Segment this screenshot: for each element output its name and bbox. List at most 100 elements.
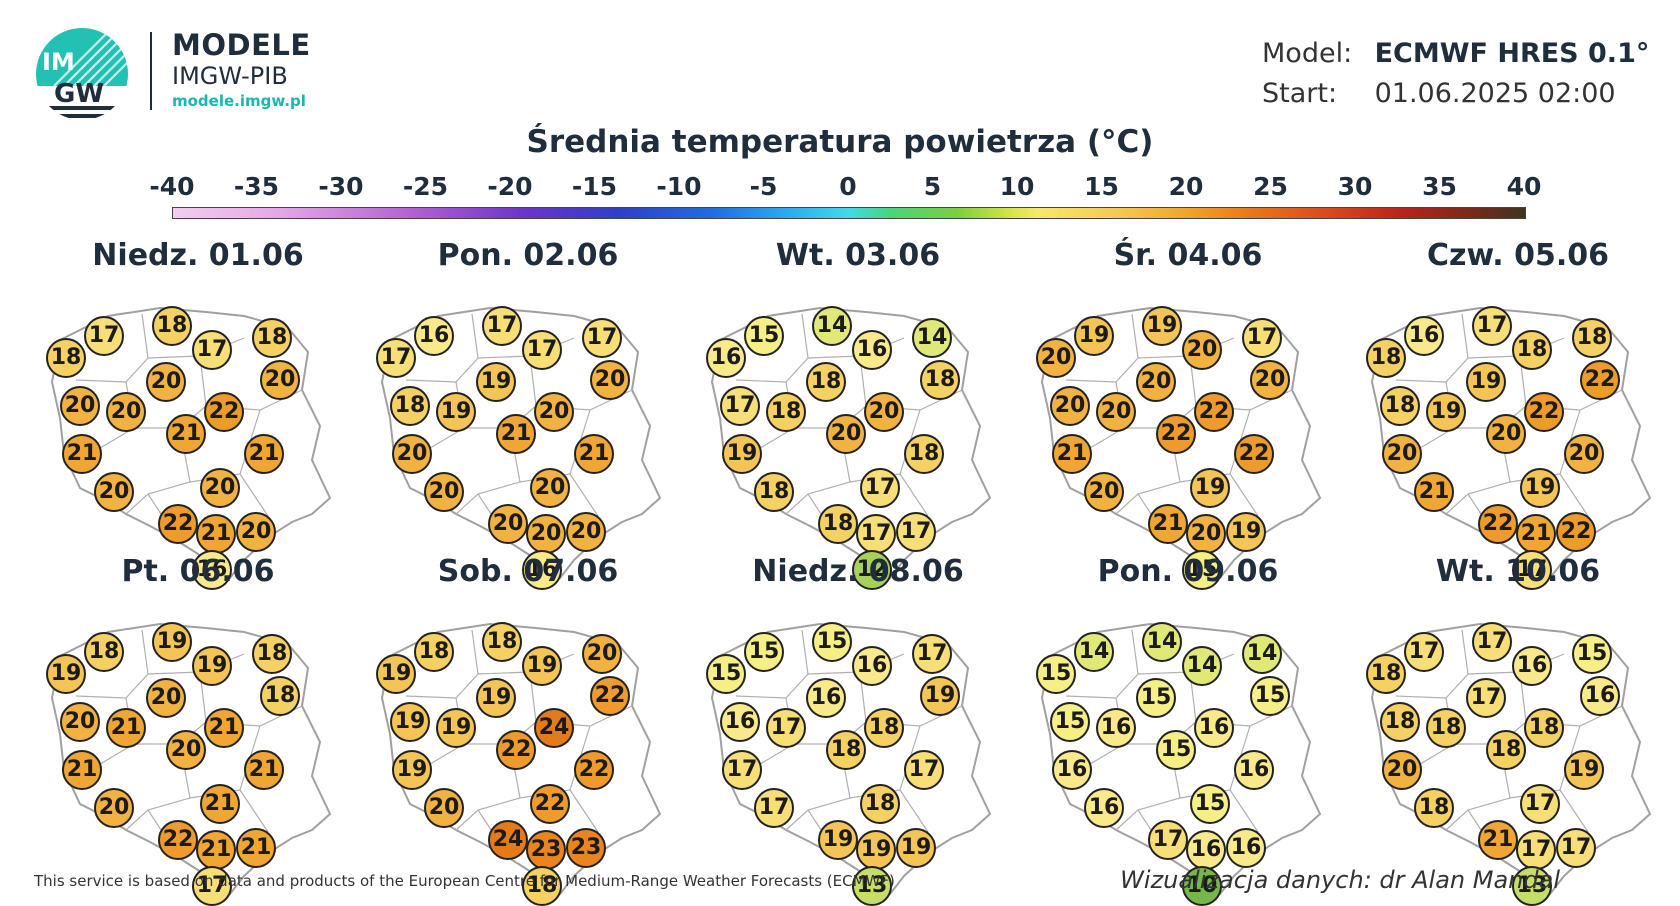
region-border <box>1559 789 1589 833</box>
temperature-bubble: 21 <box>166 414 206 454</box>
scale-tick: -25 <box>402 172 449 201</box>
scale-tick: -35 <box>233 172 280 201</box>
temperature-bubble: 21 <box>1414 472 1454 512</box>
temperature-bubble: 18 <box>1572 318 1612 358</box>
scale-tick: 5 <box>923 172 942 201</box>
temperature-bubble: 21 <box>1516 514 1556 554</box>
temperature-bubble: 19 <box>390 702 430 742</box>
temperature-bubble: 19 <box>818 820 858 860</box>
temperature-bubble: 20 <box>1382 434 1422 474</box>
forecast-panel: Niedz. 08.06 15 15 15 16 17 16 17 16 19 17 18 18 17 18… <box>690 554 1026 906</box>
start-label: Start: <box>1262 78 1338 109</box>
temperature-bubble: 24 <box>488 820 528 860</box>
day-label: Wt. 03.06 <box>775 238 941 273</box>
temperature-bubble: 21 <box>62 434 102 474</box>
temperature-bubble: 17 <box>860 468 900 508</box>
temperature-bubble: 22 <box>204 392 244 432</box>
region-border <box>785 743 851 831</box>
region-border <box>569 473 599 517</box>
temperature-bubble: 20 <box>1186 514 1226 554</box>
region-border <box>125 427 191 515</box>
temperature-bubble: 19 <box>1564 750 1604 790</box>
forecast-panel: Wt. 03.06 16 15 14 16 14 17 18 18 18 19 20 20 18 17 18 1… <box>690 238 1026 590</box>
temperature-bubble: 21 <box>1052 434 1092 474</box>
temperature-bubble: 20 <box>582 634 622 674</box>
temperature-bubble: 13 <box>1512 866 1552 906</box>
brand-url-link[interactable]: modele.imgw.pl <box>172 92 306 110</box>
temperature-bubble: 22 <box>1234 434 1274 474</box>
temperature-bubble: 17 <box>1148 820 1188 860</box>
region-border <box>239 789 269 833</box>
temperature-bubble: 14 <box>912 318 952 358</box>
region-border <box>785 427 851 515</box>
brand-title: MODELE <box>172 28 311 62</box>
temperature-bubble: 19 <box>522 646 562 686</box>
temperature-bubble: 17 <box>582 318 622 358</box>
model-label: Model: <box>1262 38 1353 69</box>
temperature-bubble: 19 <box>920 676 960 716</box>
temperature-bubble: 16 <box>1234 750 1274 790</box>
temperature-bubble: 16 <box>706 338 746 378</box>
temperature-bubble: 14 <box>1142 622 1182 662</box>
scale-tick: 25 <box>1253 172 1288 201</box>
temperature-bubble: 22 <box>1156 414 1196 454</box>
temperature-bubble: 19 <box>1190 468 1230 508</box>
temperature-bubble: 16 <box>1084 788 1124 828</box>
temperature-bubble: 18 <box>1486 730 1526 770</box>
temperature-bubble: 16 <box>414 316 454 356</box>
temperature-bubble: 18 <box>864 708 904 748</box>
day-label: Pt. 06.06 <box>121 554 275 589</box>
temperature-bubble: 20 <box>392 434 432 474</box>
temperature-bubble: 20 <box>1096 392 1136 432</box>
start-value: 01.06.2025 02:00 <box>1374 78 1616 109</box>
temperature-bubble: 21 <box>1478 820 1518 860</box>
temperature-bubble: 18 <box>920 360 960 400</box>
temperature-bubble: 20 <box>566 512 606 552</box>
region-border <box>125 743 191 831</box>
scale-tick: 10 <box>999 172 1035 201</box>
region-border <box>1115 743 1181 831</box>
color-scale-labels: -40 -35 -30 -25 -20 -15 -10 -5 0 5 10 15 20 25 30 35 40 <box>149 172 1541 204</box>
region-border <box>455 427 521 515</box>
temperature-bubble: 16 <box>1580 676 1620 716</box>
temperature-bubble: 22 <box>1580 360 1620 400</box>
temperature-bubble: 16 <box>1194 708 1234 748</box>
temperature-bubble: 18 <box>1426 708 1466 748</box>
temperature-bubble: 20 <box>1050 386 1090 426</box>
temperature-bubble: 20 <box>530 468 570 508</box>
temperature-bubble: 15 <box>1250 676 1290 716</box>
temperature-bubble: 13 <box>852 866 892 906</box>
temperature-bubble: 19 <box>1466 362 1506 402</box>
temperature-bubble: 20 <box>864 392 904 432</box>
temperature-bubble: 18 <box>152 306 192 346</box>
temperature-bubble: 18 <box>46 338 86 378</box>
temperature-bubble: 20 <box>146 362 186 402</box>
temperature-bubble: 17 <box>1472 306 1512 346</box>
temperature-bubble: 19 <box>722 434 762 474</box>
temperature-bubble: 15 <box>1182 550 1222 590</box>
forecast-panel: Niedz. 01.06 18 17 18 17 18 20 20 20 20 21 21 22 20 20… <box>30 238 366 590</box>
temperature-bubble: 19 <box>436 708 476 748</box>
temperature-bubble: 18 <box>482 622 522 662</box>
region-border <box>405 313 479 383</box>
temperature-bubble: 17 <box>1520 784 1560 824</box>
temperature-bubble: 20 <box>200 468 240 508</box>
model-info: Model: ECMWF HRES 0.1° Start: 01.06.2025… <box>1262 34 1649 114</box>
region-border <box>899 789 929 833</box>
forecast-panel: Wt. 10.06 18 17 17 16 15 18 18 17 16 20 18 18 18 17 19 2… <box>1350 554 1680 906</box>
temperature-bubble: 17 <box>904 750 944 790</box>
region-border <box>899 473 929 517</box>
temperature-bubble: 22 <box>496 730 536 770</box>
temperature-bubble: 20 <box>526 514 566 554</box>
scale-tick: 15 <box>1084 172 1119 201</box>
temperature-bubble: 15 <box>1036 654 1076 694</box>
region-border <box>455 743 521 831</box>
temperature-bubble: 20 <box>826 414 866 454</box>
temperature-bubble: 20 <box>106 392 146 432</box>
temperature-bubble: 17 <box>722 750 762 790</box>
temperature-bubble: 14 <box>1074 632 1114 672</box>
temperature-bubble: 18 <box>1512 330 1552 370</box>
region-border <box>569 789 599 833</box>
temperature-bubble: 12 <box>852 550 892 590</box>
forecast-panel: Czw. 05.06 18 16 17 18 18 18 19 19 22 20 20 22 21 19 20… <box>1350 238 1680 590</box>
